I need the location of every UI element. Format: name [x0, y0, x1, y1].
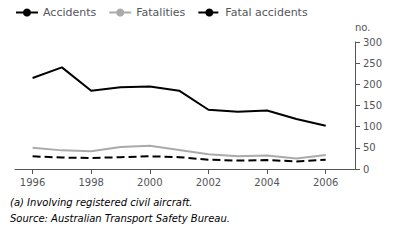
svg-text:Fatalities: Fatalities: [136, 6, 185, 19]
svg-text:100: 100: [363, 121, 382, 132]
svg-text:50: 50: [363, 142, 376, 153]
svg-text:2004: 2004: [254, 177, 279, 188]
svg-text:1996: 1996: [20, 177, 45, 188]
svg-text:(a) Involving registered civil: (a) Involving registered civil aircraft.: [10, 197, 193, 208]
svg-text:150: 150: [363, 100, 382, 111]
svg-text:2006: 2006: [313, 177, 338, 188]
svg-text:Fatal accidents: Fatal accidents: [225, 6, 308, 19]
svg-text:250: 250: [363, 58, 382, 69]
svg-text:Source: Australian Transport S: Source: Australian Transport Safety Bure…: [10, 213, 230, 224]
svg-text:no.: no.: [355, 22, 370, 33]
svg-text:2000: 2000: [137, 177, 162, 188]
svg-text:2002: 2002: [196, 177, 221, 188]
svg-text:200: 200: [363, 79, 382, 90]
svg-text:0: 0: [363, 164, 369, 175]
svg-text:300: 300: [363, 37, 382, 48]
svg-text:1998: 1998: [78, 177, 103, 188]
svg-text:Accidents: Accidents: [43, 6, 97, 19]
